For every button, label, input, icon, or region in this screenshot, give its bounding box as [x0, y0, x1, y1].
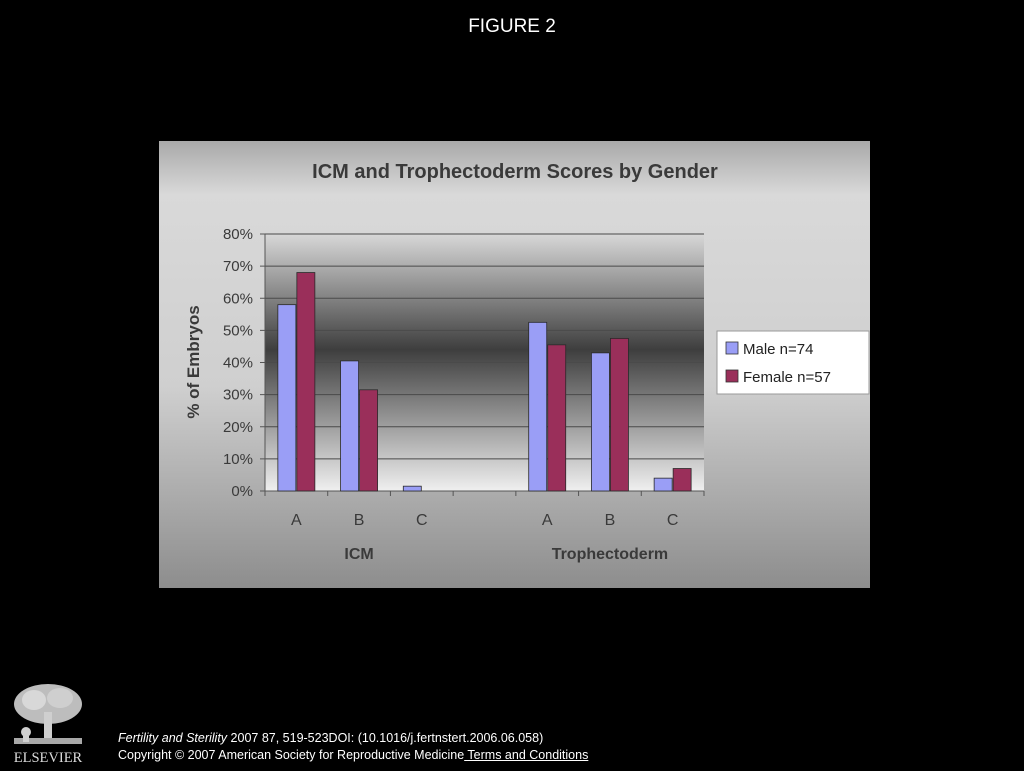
- y-tick-labels: 0% 10% 20% 30% 40% 50% 60% 70% 80%: [223, 226, 253, 500]
- legend-swatch-male: [725, 341, 739, 355]
- y-tick-label: 60%: [223, 290, 253, 307]
- y-tick-label: 30%: [223, 387, 253, 404]
- bar: [610, 338, 629, 492]
- citation-details: 2007 87, 519-523DOI: (10.1016/j.fertnste…: [227, 731, 544, 745]
- legend-box: [716, 330, 870, 395]
- bar: [653, 477, 673, 492]
- bar: [528, 321, 548, 492]
- group-label: ICM: [344, 546, 373, 563]
- bar: [359, 389, 378, 492]
- bar: [402, 485, 422, 492]
- axes: [260, 233, 705, 496]
- bar-chart: ICM and Trophectoderm Scores by Gender 0…: [159, 141, 870, 588]
- citation: Fertility and Sterility 2007 87, 519-523…: [118, 730, 588, 764]
- x-tick-label: A: [291, 512, 302, 529]
- y-tick-label: 50%: [223, 322, 253, 339]
- legend-label-male: Male n=74: [743, 341, 813, 358]
- y-tick-label: 20%: [223, 419, 253, 436]
- x-tick-label: B: [354, 512, 365, 529]
- chart-panel: ICM and Trophectoderm Scores by Gender 0…: [159, 141, 870, 588]
- copyright-text: Copyright © 2007 American Society for Re…: [118, 748, 465, 762]
- y-tick-label: 10%: [223, 451, 253, 468]
- x-tick-label: C: [667, 512, 679, 529]
- y-tick-label: 0%: [231, 483, 253, 500]
- journal-name: Fertility and Sterility: [118, 731, 228, 745]
- citation-line: Fertility and Sterility 2007 87, 519-523…: [118, 730, 588, 747]
- x-tick-label: A: [542, 512, 553, 529]
- chart-title: ICM and Trophectoderm Scores by Gender: [312, 161, 718, 183]
- figure-title: FIGURE 2: [468, 16, 556, 37]
- elsevier-tree-icon: ELSEVIER: [10, 682, 86, 766]
- legend-label-female: Female n=57: [743, 369, 831, 386]
- x-tick-label: B: [605, 512, 616, 529]
- x-tick-label: C: [416, 512, 428, 529]
- copyright-line: Copyright © 2007 American Society for Re…: [118, 747, 588, 764]
- group-labels: ICM Trophectoderm: [344, 546, 668, 563]
- group-label: Trophectoderm: [552, 546, 668, 563]
- elsevier-wordmark: ELSEVIER: [14, 750, 83, 766]
- gridlines: [265, 233, 704, 460]
- elsevier-logo: ELSEVIER: [10, 682, 86, 766]
- bars: [277, 272, 692, 492]
- y-tick-label: 80%: [223, 226, 253, 243]
- y-axis-label: % of Embryos: [184, 305, 203, 418]
- y-tick-label: 40%: [223, 355, 253, 372]
- y-tick-label: 70%: [223, 258, 253, 275]
- bar: [277, 304, 297, 492]
- legend: Male n=74 Female n=57: [716, 330, 870, 395]
- bar: [547, 344, 567, 492]
- legend-swatch-female: [725, 369, 739, 383]
- bar: [340, 360, 359, 492]
- terms-link[interactable]: Terms and Conditions: [464, 748, 589, 762]
- bar: [296, 272, 316, 492]
- bar: [672, 468, 692, 492]
- bar: [591, 352, 610, 492]
